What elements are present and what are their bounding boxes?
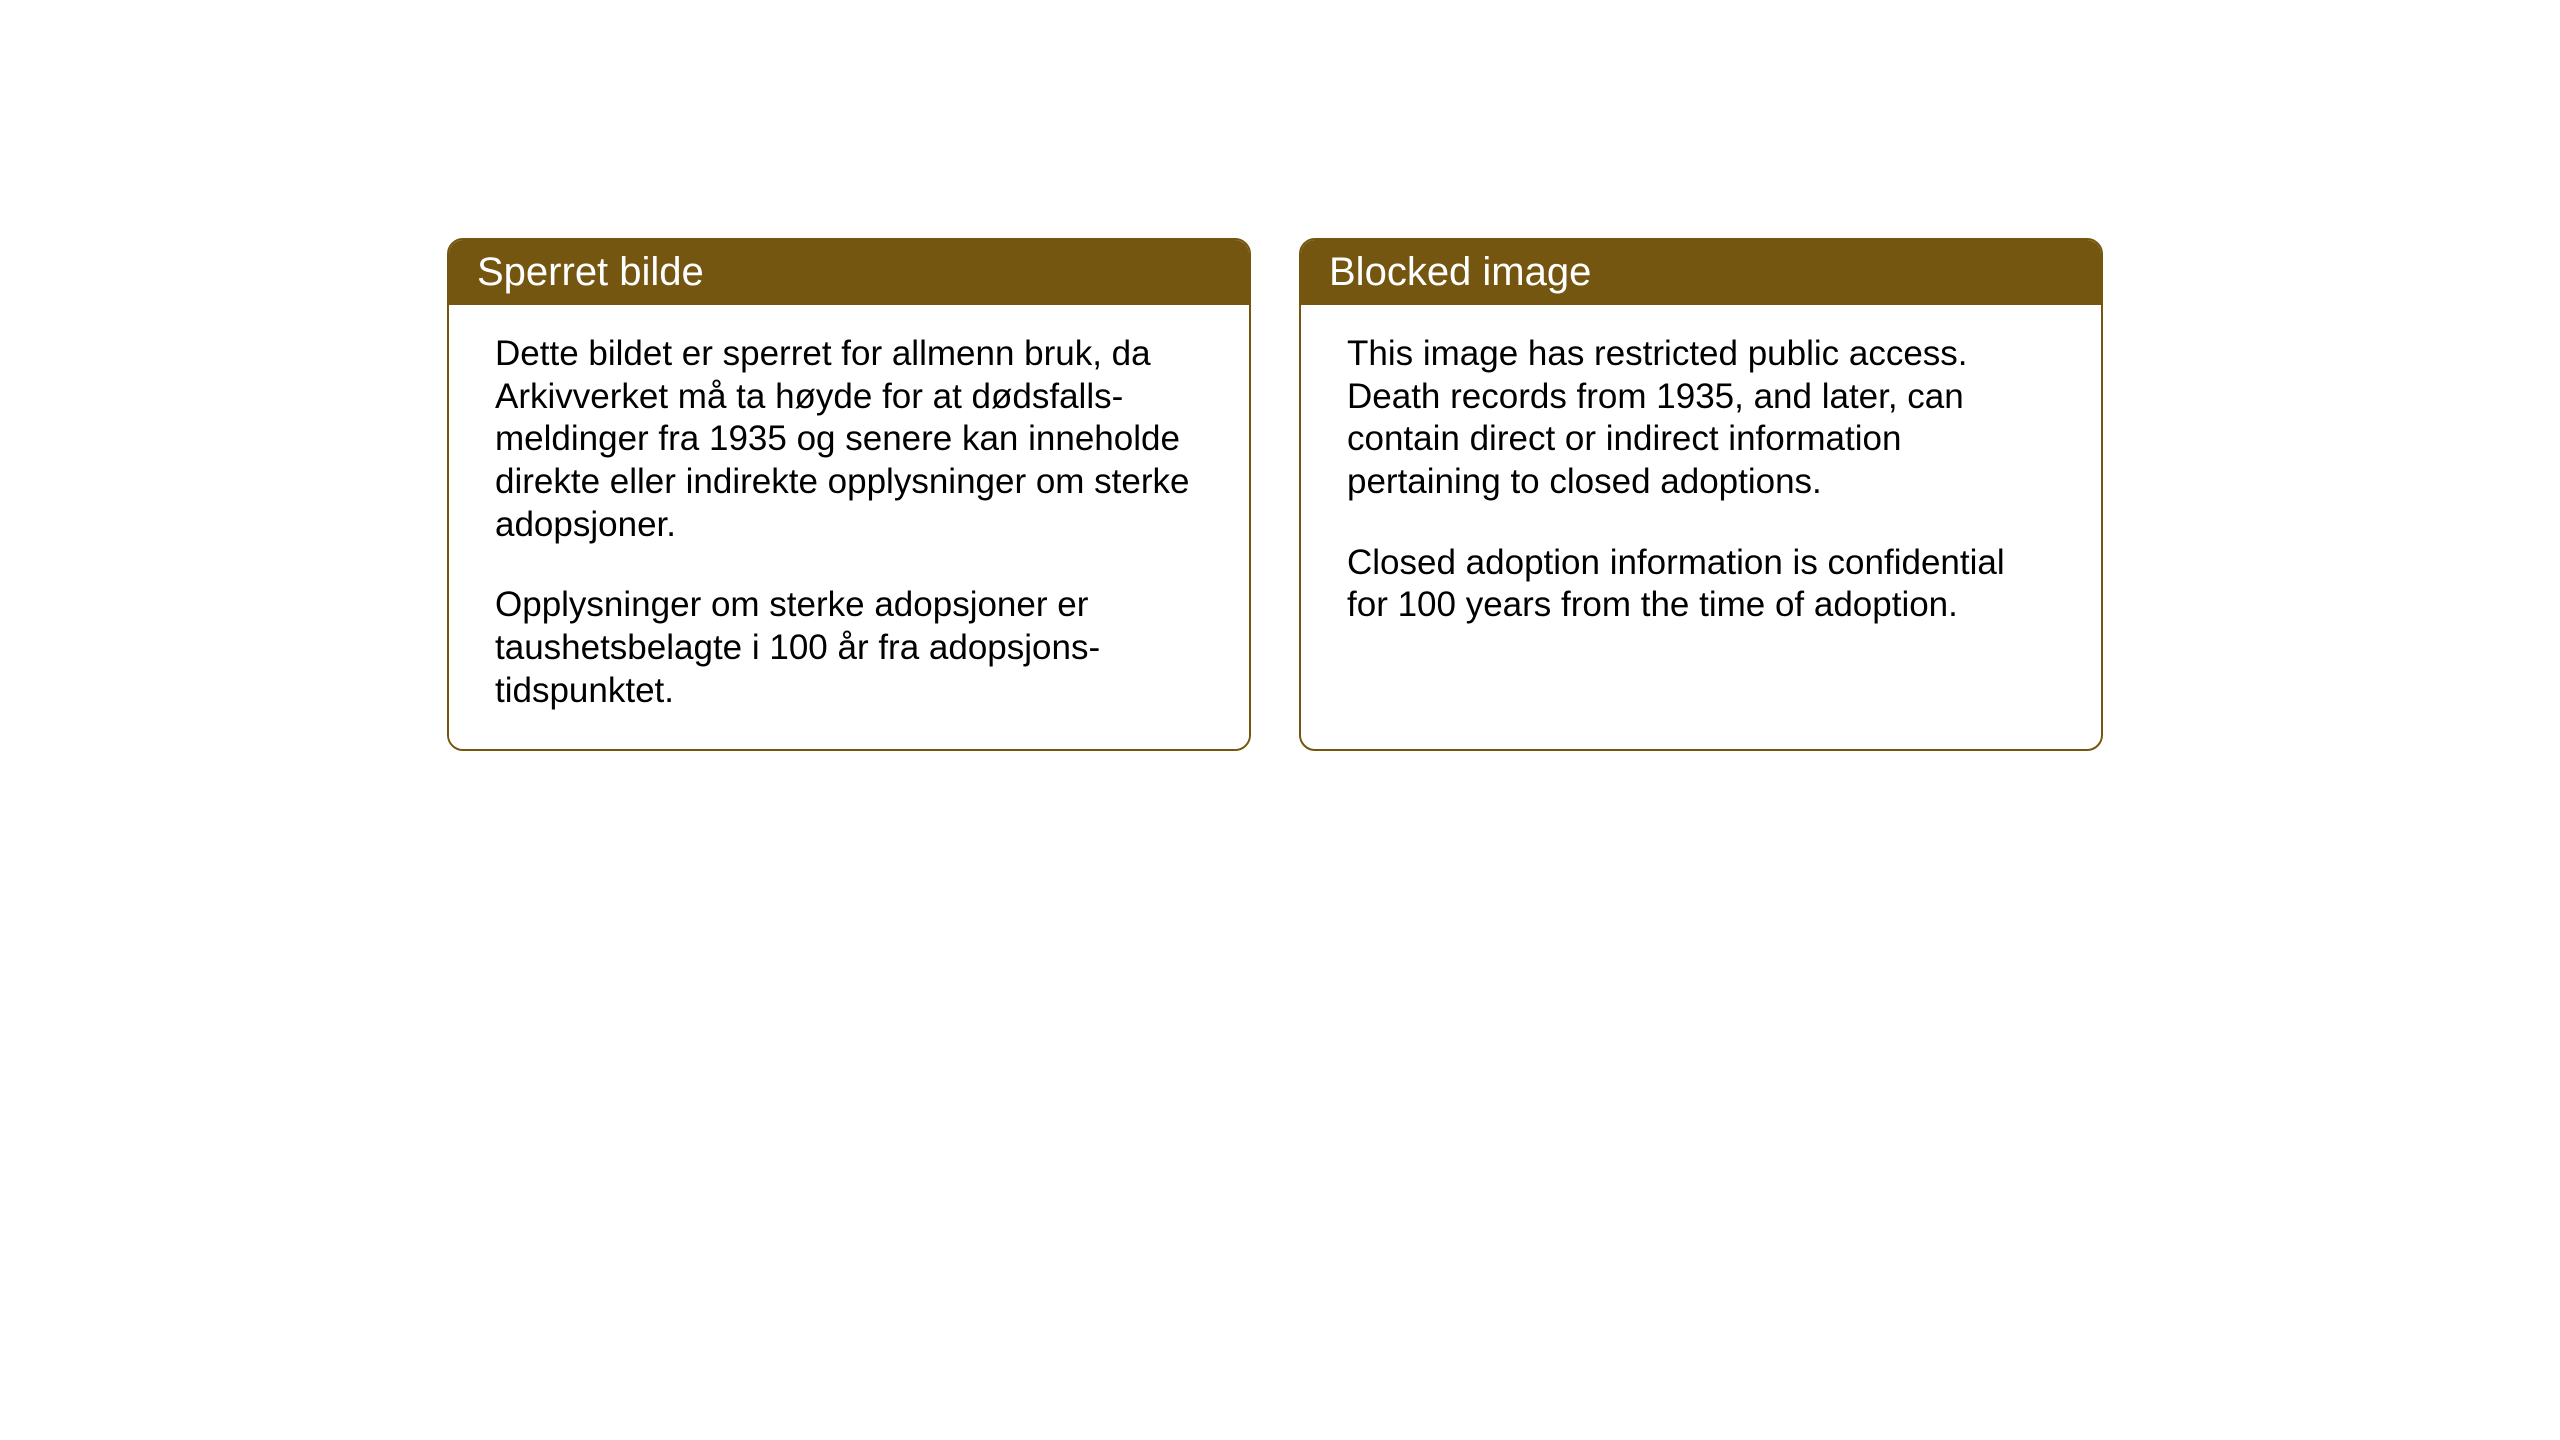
card-body-english: This image has restricted public access.… xyxy=(1301,305,2101,663)
notice-card-english: Blocked image This image has restricted … xyxy=(1299,238,2103,751)
card-paragraph: Dette bildet er sperret for allmenn bruk… xyxy=(495,333,1203,546)
card-body-norwegian: Dette bildet er sperret for allmenn bruk… xyxy=(449,305,1249,749)
card-title: Blocked image xyxy=(1329,250,1591,294)
card-paragraph: This image has restricted public access.… xyxy=(1347,333,2055,504)
notice-card-norwegian: Sperret bilde Dette bildet er sperret fo… xyxy=(447,238,1251,751)
card-paragraph: Closed adoption information is confident… xyxy=(1347,542,2055,627)
notice-cards-container: Sperret bilde Dette bildet er sperret fo… xyxy=(447,238,2103,751)
card-title: Sperret bilde xyxy=(477,250,704,294)
card-paragraph: Opplysninger om sterke adopsjoner er tau… xyxy=(495,584,1203,712)
card-header-norwegian: Sperret bilde xyxy=(449,240,1249,305)
card-header-english: Blocked image xyxy=(1301,240,2101,305)
